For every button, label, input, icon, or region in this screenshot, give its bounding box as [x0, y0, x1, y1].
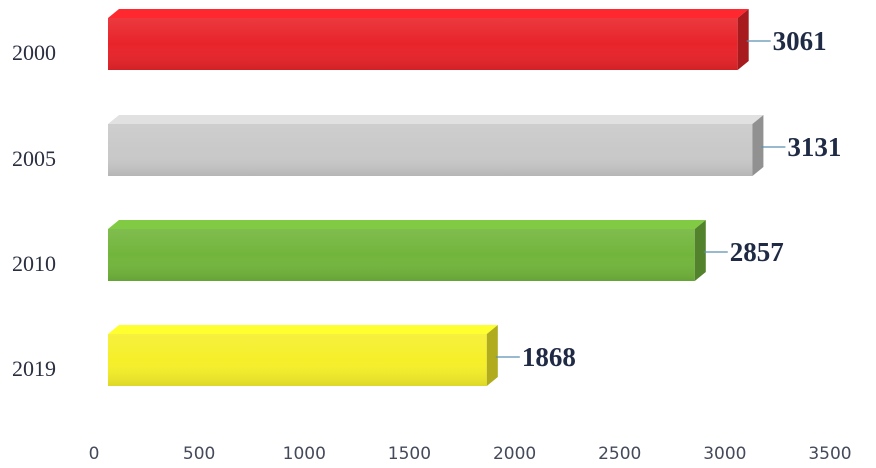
category-label-2019: 2019: [12, 356, 56, 381]
bar-end-face: [486, 325, 498, 386]
bar-top-face: [108, 220, 706, 229]
bar-2019: [108, 325, 498, 386]
bar-end-face: [694, 220, 706, 281]
bar-top-face: [108, 9, 749, 18]
x-tick-label-0: 0: [89, 444, 100, 464]
bar-series: [108, 9, 764, 386]
x-tick-label-2000: 2000: [493, 444, 536, 464]
data-labels: 3061 3131 2857 1868: [495, 26, 841, 372]
bar-top-face: [108, 115, 764, 124]
category-label-2005: 2005: [12, 146, 56, 171]
category-label-2000: 2000: [12, 40, 56, 65]
category-label-2010: 2010: [12, 251, 56, 276]
data-label-2019: 1868: [522, 342, 576, 372]
bar-top-face: [108, 325, 498, 334]
x-tick-label-2500: 2500: [598, 444, 641, 464]
bar-2010: [108, 220, 706, 281]
bar-end-face: [752, 115, 764, 176]
x-tick-label-3000: 3000: [703, 444, 746, 464]
x-axis-ticks: 0 500 1000 1500 2000 2500 3000 3500: [89, 444, 852, 464]
x-tick-label-1500: 1500: [388, 444, 431, 464]
data-label-2005: 3131: [787, 132, 841, 162]
bar-2005: [108, 115, 764, 176]
x-tick-label-1000: 1000: [283, 444, 326, 464]
bar-front-shading: [108, 229, 695, 281]
x-tick-label-500: 500: [183, 444, 215, 464]
category-labels: 2000 2005 2010 2019: [12, 40, 56, 381]
bar-front-shading: [108, 124, 753, 176]
data-label-2000: 3061: [773, 26, 827, 56]
bar-2000: [108, 9, 749, 70]
data-label-2010: 2857: [730, 237, 784, 267]
bar-end-face: [737, 9, 749, 70]
bar-front-shading: [108, 18, 738, 70]
x-tick-label-3500: 3500: [808, 444, 851, 464]
bar-front-shading: [108, 334, 487, 386]
